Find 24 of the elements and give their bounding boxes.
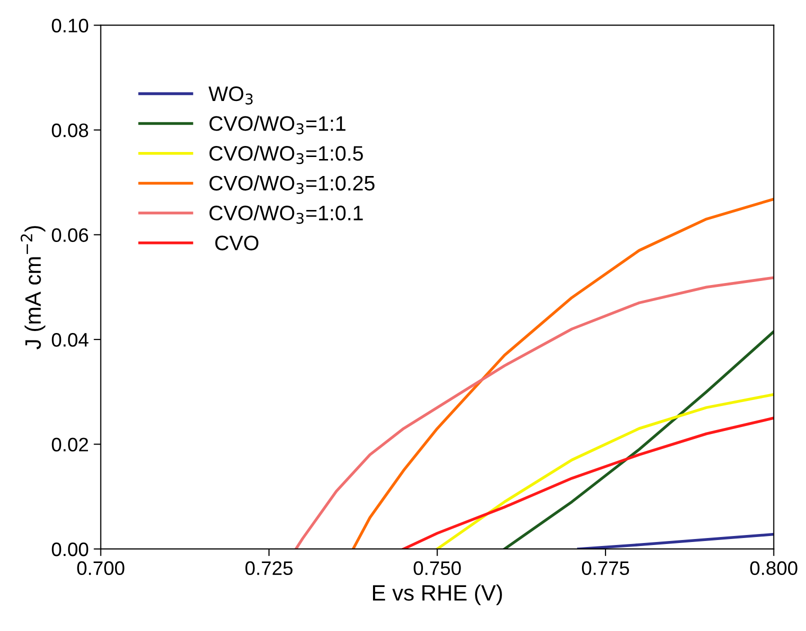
legend-label: WO$_{3}$ xyxy=(208,86,253,105)
legend-label: CVO/WO$_{3}$=1:0.1 xyxy=(210,205,363,224)
y-tick-label: 0.02 xyxy=(52,438,88,452)
legend-label: CVO xyxy=(215,236,258,250)
x-tick-label: 0.700 xyxy=(77,561,124,576)
y-tick-label: 0.04 xyxy=(52,332,88,347)
legend-label: CVO/WO$_{3}$=1:0.25 xyxy=(210,175,375,194)
y-tick-label: 0.10 xyxy=(52,18,88,32)
line-series xyxy=(436,393,774,549)
line-series xyxy=(503,330,774,549)
y-axis-title: J (mA cm$^{−2}$) xyxy=(20,226,46,350)
line-series xyxy=(402,416,774,549)
x-tick-label: 0.800 xyxy=(750,561,798,576)
x-tick-label: 0.775 xyxy=(582,561,630,576)
legend-label: CVO/WO$_{3}$=1:0.5 xyxy=(210,145,363,164)
legend-label: CVO/WO$_{3}$=1:1 xyxy=(210,116,346,134)
y-tick-label: 0.00 xyxy=(52,542,88,556)
line-series xyxy=(577,532,774,549)
x-tick-label: 0.750 xyxy=(414,561,461,576)
y-tick-label: 0.08 xyxy=(52,123,88,138)
line-series xyxy=(294,276,774,549)
x-axis-title: E vs RHE (V) xyxy=(373,584,502,606)
x-tick-label: 0.725 xyxy=(245,561,293,576)
y-tick-label: 0.06 xyxy=(52,228,88,242)
